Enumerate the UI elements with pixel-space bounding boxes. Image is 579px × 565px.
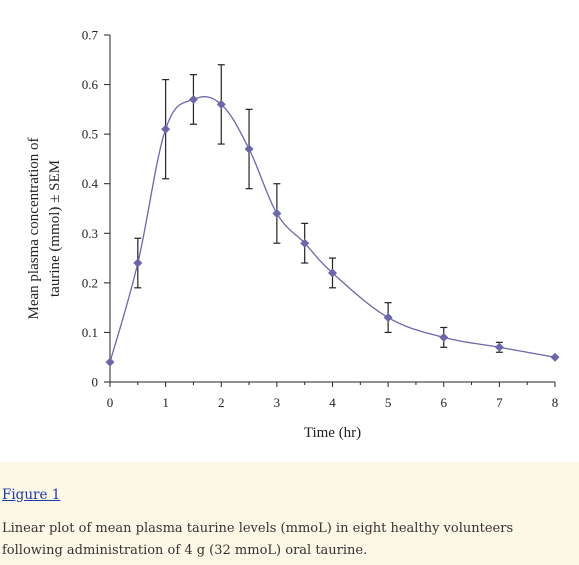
data-point bbox=[383, 313, 393, 323]
figure-link[interactable]: Figure 1 bbox=[2, 487, 61, 503]
y-tick-label: 0.7 bbox=[82, 28, 99, 43]
data-point bbox=[550, 352, 560, 362]
chart-axes bbox=[109, 35, 555, 383]
x-tick-label: 8 bbox=[552, 395, 559, 410]
y-tick-label: 0.2 bbox=[82, 275, 98, 290]
data-markers bbox=[105, 94, 560, 367]
data-point bbox=[216, 99, 226, 109]
x-tick-label: 5 bbox=[385, 395, 392, 410]
figure-caption: Linear plot of mean plasma taurine level… bbox=[2, 521, 514, 558]
y-tick-label: 0.6 bbox=[82, 77, 99, 92]
y-axis-title-line-1: Mean plasma concentration of bbox=[26, 137, 42, 319]
x-tick-label: 7 bbox=[496, 395, 503, 410]
error-bars bbox=[134, 64, 503, 353]
series-line bbox=[109, 96, 556, 363]
y-tick-label: 0.5 bbox=[82, 127, 98, 142]
x-tick-label: 2 bbox=[218, 395, 225, 410]
x-tick-label: 3 bbox=[274, 395, 281, 410]
data-point bbox=[188, 94, 198, 104]
data-point bbox=[105, 357, 115, 367]
x-tick-label: 1 bbox=[162, 395, 169, 410]
data-point bbox=[439, 332, 449, 342]
figure-panel: 0 1 2 3 4 5 6 7 8 0 0.1 0.2 0.3 0.4 0.5 0.6 0.7 Time (hr… bbox=[0, 0, 579, 462]
data-point bbox=[300, 238, 310, 248]
x-tick-label: 6 bbox=[441, 395, 448, 410]
y-tick-label: 0.4 bbox=[82, 176, 99, 191]
y-tick-label: 0.3 bbox=[82, 226, 98, 241]
data-point bbox=[328, 268, 337, 278]
y-tick-label: 0 bbox=[92, 375, 99, 390]
x-tick-label: 0 bbox=[107, 395, 114, 410]
chart-ticks: 0 1 2 3 4 5 6 7 8 0 0.1 0.2 0.3 0.4 0.5 0.6 0.7 bbox=[82, 28, 559, 411]
y-axis-title-line-2: taurine (mmol) ± SEM bbox=[47, 160, 63, 297]
data-point bbox=[494, 342, 504, 352]
x-axis-title: Time (hr) bbox=[304, 425, 361, 441]
data-point bbox=[133, 258, 143, 268]
plasma-taurine-chart: 0 1 2 3 4 5 6 7 8 0 0.1 0.2 0.3 0.4 0.5 0.6 0.7 Time (hr… bbox=[26, 28, 560, 441]
y-tick-label: 0.1 bbox=[82, 325, 98, 340]
x-tick-label: 4 bbox=[329, 395, 336, 410]
data-point bbox=[272, 208, 282, 218]
data-point bbox=[161, 124, 171, 134]
data-point bbox=[244, 144, 254, 154]
